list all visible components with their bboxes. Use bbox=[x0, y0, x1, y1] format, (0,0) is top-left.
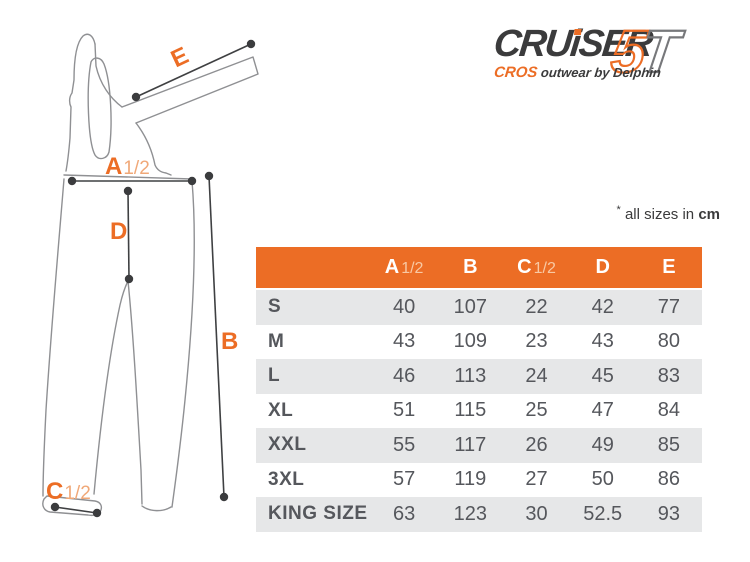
brand-tagline: CROS outwear by Delphin bbox=[493, 64, 735, 82]
measure-line-b bbox=[208, 175, 225, 498]
cell-e: 80 bbox=[657, 330, 681, 353]
pants-outline bbox=[42, 33, 259, 517]
size-label: KING SIZE bbox=[268, 503, 368, 525]
cell-a: 43 bbox=[392, 330, 416, 353]
note-text: all sizes in bbox=[620, 206, 699, 223]
cell-b: 115 bbox=[454, 399, 487, 422]
header-fraction: 1/2 bbox=[533, 260, 556, 277]
cell-a: 57 bbox=[392, 468, 416, 491]
diagram-label-c-half: C1/2 bbox=[46, 478, 91, 506]
cell-a: 51 bbox=[392, 399, 416, 422]
measure-line-d bbox=[127, 190, 130, 280]
measure-line-c bbox=[54, 506, 98, 514]
cell-c: 23 bbox=[525, 330, 548, 353]
cell-d: 52.5 bbox=[583, 502, 623, 525]
cell-d: 43 bbox=[591, 330, 614, 353]
i-dot-accent bbox=[574, 29, 582, 35]
label-letter: C bbox=[46, 478, 64, 505]
cell-b: 123 bbox=[453, 502, 487, 525]
cell-e: 86 bbox=[657, 468, 681, 491]
tagline-rest: outwear by Delphin bbox=[536, 65, 662, 80]
cell-e: 85 bbox=[657, 433, 681, 456]
cell-c: 24 bbox=[525, 364, 548, 387]
note-unit: cm bbox=[698, 206, 720, 223]
size-label: 3XL bbox=[268, 468, 305, 490]
pants-diagram bbox=[42, 33, 259, 518]
diagram-label-a-half: A1/2 bbox=[105, 153, 150, 181]
label-fraction: 1/2 bbox=[123, 158, 150, 179]
cell-c: 26 bbox=[525, 433, 548, 456]
table-row-xxl: XXL 55 117 26 49 85 bbox=[256, 428, 702, 463]
cell-e: 83 bbox=[657, 364, 681, 387]
cell-d: 49 bbox=[591, 433, 614, 456]
column-header-a-half: A 1/2 bbox=[371, 256, 437, 279]
cell-d: 47 bbox=[591, 399, 614, 422]
cell-a: 46 bbox=[392, 364, 416, 387]
header-letter: C bbox=[517, 256, 532, 278]
measurement-endpoints bbox=[50, 39, 256, 518]
cell-b: 107 bbox=[453, 295, 487, 318]
cell-a: 40 bbox=[392, 295, 416, 318]
size-label: XL bbox=[268, 399, 294, 421]
cell-a: 55 bbox=[392, 433, 416, 456]
cell-e: 77 bbox=[657, 295, 681, 318]
cell-d: 42 bbox=[591, 295, 614, 318]
label-letter: A bbox=[105, 153, 123, 180]
units-note: * all sizes in cm bbox=[617, 204, 721, 223]
brand-logo: CRUi SER 5T CROS outwear by Delphin bbox=[491, 17, 735, 90]
header-letter: E bbox=[662, 256, 676, 278]
cell-d: 50 bbox=[591, 468, 614, 491]
note-asterisk: * bbox=[616, 204, 621, 216]
header-letter: D bbox=[595, 256, 610, 278]
table-row-l: L 46 113 24 45 83 bbox=[256, 359, 702, 394]
size-label: L bbox=[268, 365, 281, 387]
label-letter: B bbox=[221, 328, 239, 355]
label-letter: D bbox=[110, 218, 128, 245]
diagram-label-b: B bbox=[221, 328, 238, 356]
table-body: S 40 107 22 42 77 M 43 109 23 43 80 L 46… bbox=[256, 290, 702, 532]
brand-text-pre: CRU bbox=[491, 23, 573, 65]
table-row-3xl: 3XL 57 119 27 50 86 bbox=[256, 462, 702, 497]
cell-e: 93 bbox=[657, 502, 681, 525]
measurement-lines bbox=[54, 43, 252, 514]
cell-b: 109 bbox=[453, 330, 487, 353]
size-label: XXL bbox=[268, 434, 307, 456]
column-header-d: D bbox=[570, 256, 636, 279]
header-letter: A bbox=[384, 256, 400, 278]
size-label: S bbox=[268, 296, 282, 318]
table-header-row: A 1/2 B C 1/2 D E bbox=[256, 247, 702, 288]
cell-c: 22 bbox=[525, 295, 548, 318]
column-header-b: B bbox=[437, 256, 503, 279]
cell-e: 84 bbox=[657, 399, 681, 422]
size-label: M bbox=[268, 330, 285, 352]
cell-a: 63 bbox=[392, 502, 416, 525]
header-fraction: 1/2 bbox=[401, 260, 424, 277]
measure-line-e bbox=[135, 43, 252, 98]
table-row-s: S 40 107 22 42 77 bbox=[256, 290, 702, 325]
cell-b: 117 bbox=[454, 433, 487, 456]
column-header-e: E bbox=[636, 256, 702, 279]
cell-c: 27 bbox=[525, 468, 548, 491]
diagram-label-d: D bbox=[110, 218, 127, 246]
column-header-c-half: C 1/2 bbox=[503, 256, 569, 279]
header-letter: B bbox=[463, 256, 478, 278]
cell-b: 119 bbox=[454, 468, 487, 491]
cell-c: 25 bbox=[525, 399, 548, 422]
cell-d: 45 bbox=[591, 364, 614, 387]
label-fraction: 1/2 bbox=[64, 483, 91, 504]
table-row-m: M 43 109 23 43 80 bbox=[256, 324, 702, 359]
cell-b: 113 bbox=[454, 364, 487, 387]
size-chart-table: A 1/2 B C 1/2 D E S 40 107 22 42 77 M 43 1… bbox=[256, 247, 702, 532]
table-row-xl: XL 51 115 25 47 84 bbox=[256, 393, 702, 428]
tagline-cros: CROS bbox=[493, 64, 539, 81]
cell-c: 30 bbox=[525, 502, 548, 525]
table-row-king-size: KING SIZE 63 123 30 52.5 93 bbox=[256, 497, 702, 532]
